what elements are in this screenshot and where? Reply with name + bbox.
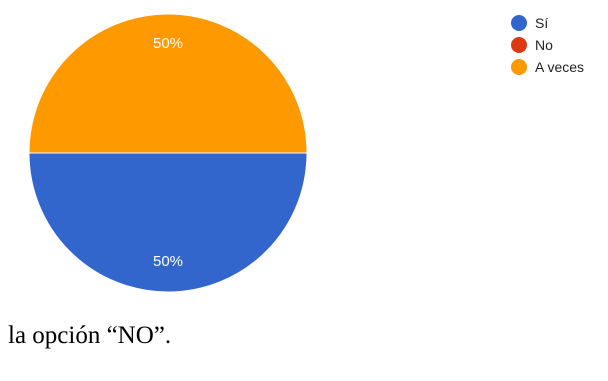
legend-item-a-veces[interactable]: A veces xyxy=(511,56,584,78)
legend-swatch-si xyxy=(511,15,527,31)
legend-label-a-veces: A veces xyxy=(535,59,585,75)
pie-chart: 50% 50% xyxy=(28,13,308,293)
legend-swatch-a-veces xyxy=(511,59,527,75)
caption-text: la opción “NO”. xyxy=(8,322,172,349)
legend-item-si[interactable]: Sí xyxy=(511,12,584,34)
pie-slice-labels: 50% 50% xyxy=(153,35,183,270)
slice-label-a-veces: 50% xyxy=(153,35,183,52)
legend-item-no[interactable]: No xyxy=(511,34,584,56)
legend-label-no: No xyxy=(535,37,553,53)
pie-slice-a-veces[interactable] xyxy=(28,13,308,154)
chart-legend: Sí No A veces xyxy=(511,12,584,78)
slice-label-si: 50% xyxy=(153,253,183,270)
pie-slices xyxy=(28,13,308,293)
legend-swatch-no xyxy=(511,37,527,53)
pie-slice-si[interactable] xyxy=(28,152,308,293)
legend-label-si: Sí xyxy=(535,15,549,31)
